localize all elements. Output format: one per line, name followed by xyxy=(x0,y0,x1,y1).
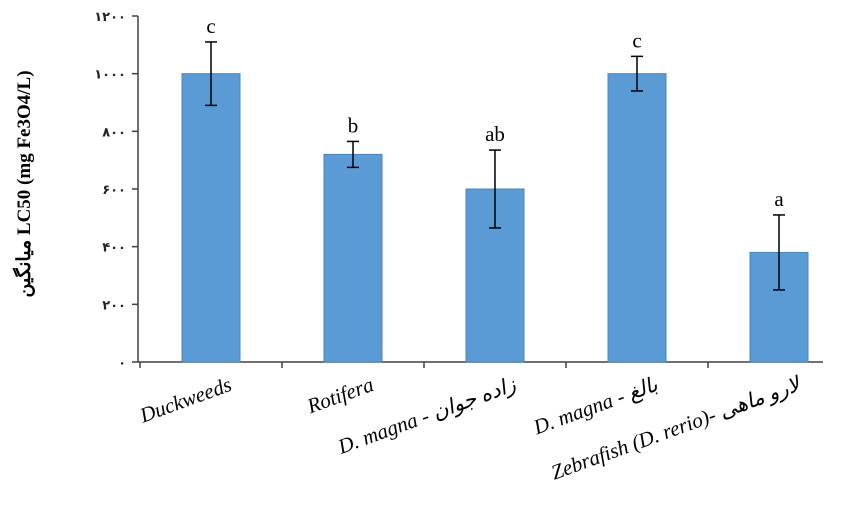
significance-label: ab xyxy=(485,122,505,146)
y-tick-label: ۸۰۰ xyxy=(102,125,126,140)
category-label: Duckweeds xyxy=(136,372,235,428)
y-tick-label: ۶۰۰ xyxy=(102,183,126,198)
y-tick-label: ۰ xyxy=(118,356,126,371)
y-tick-label: ۴۰۰ xyxy=(102,241,126,256)
bar xyxy=(323,153,383,363)
significance-label: c xyxy=(206,14,215,38)
significance-label: b xyxy=(348,113,359,137)
category-label: Rotifera xyxy=(303,372,377,418)
significance-label: c xyxy=(632,28,641,52)
y-tick-label: ۲۰۰ xyxy=(102,298,126,313)
bar xyxy=(607,73,667,363)
y-tick-label: ۱۰۰۰ xyxy=(94,68,126,83)
category-label: Zebrafish (D. rerio)- لارو ماهی xyxy=(548,371,805,485)
y-axis-title: میانگین LC50 (mg Fe3O4/L) xyxy=(12,70,35,297)
significance-label: a xyxy=(774,187,784,211)
y-tick-label: ۱۲۰۰ xyxy=(94,10,126,25)
bar xyxy=(181,73,241,363)
